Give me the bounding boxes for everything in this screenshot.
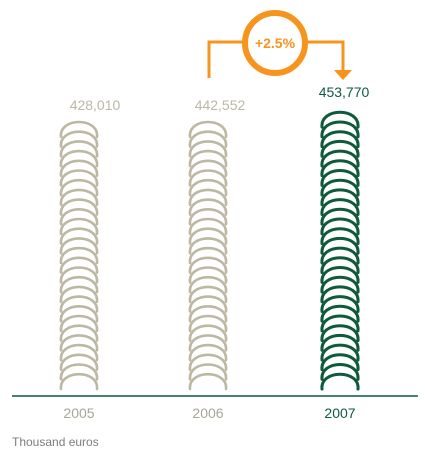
bar-coil-ring xyxy=(320,169,360,187)
bar-coil-ring xyxy=(59,305,99,323)
bar-coil-ring xyxy=(320,266,360,284)
bar-coil-ring xyxy=(59,276,99,294)
bar-coil-ring xyxy=(320,159,360,178)
bar-2007 xyxy=(320,110,360,391)
bar-2006 xyxy=(188,120,228,391)
bar-coil-ring xyxy=(188,198,228,216)
bar-coil-ring xyxy=(188,208,228,226)
bar-coil-ring xyxy=(320,304,360,323)
growth-indicator: +2.5% xyxy=(207,10,352,80)
bar-coil-ring xyxy=(188,373,228,391)
category-label-2006: 2006 xyxy=(192,405,223,421)
bar-coil-ring xyxy=(188,314,228,333)
bar-coil-ring xyxy=(188,179,228,197)
bar-coil-ring xyxy=(188,343,228,362)
bar-coil-ring xyxy=(188,217,228,236)
bar-coil-ring xyxy=(59,188,99,207)
bar-coil-ring xyxy=(188,227,228,245)
value-label-2005: 428,010 xyxy=(70,97,121,113)
bar-coil-ring xyxy=(59,140,99,158)
bar-coil-ring xyxy=(188,324,228,342)
bar-coil-ring xyxy=(59,208,99,226)
growth-arrow-icon xyxy=(334,70,352,80)
bar-coil-ring xyxy=(59,353,99,371)
bar-coil-ring xyxy=(59,285,99,304)
bar-coil-ring xyxy=(59,334,99,352)
bar-coil-ring xyxy=(188,130,228,148)
bar-coil-ring xyxy=(320,363,360,381)
bar-coil-ring xyxy=(320,227,360,246)
bar-coil-ring xyxy=(320,178,360,197)
bar-coil-ring xyxy=(320,217,360,236)
value-label-2006: 442,552 xyxy=(195,97,246,113)
bar-coil-ring xyxy=(188,169,228,187)
bar-coil-ring xyxy=(320,188,360,207)
bar-coil-ring xyxy=(188,140,228,158)
bar-coil-ring xyxy=(59,149,99,168)
bar-coil-ring xyxy=(188,334,228,352)
bar-coil-ring xyxy=(59,237,99,255)
bar-2005 xyxy=(59,120,99,391)
bar-coil-ring xyxy=(59,159,99,177)
bar-coil-ring xyxy=(320,324,360,343)
bar-coil-ring xyxy=(188,246,228,265)
bar-coil-ring xyxy=(188,256,228,274)
bar-coil-ring xyxy=(59,246,99,265)
bar-coil-ring xyxy=(320,120,360,139)
bar-coil-ring xyxy=(59,266,99,284)
bar-coil-ring xyxy=(59,363,99,381)
bar-coil-ring xyxy=(59,295,99,313)
bar-coil-ring xyxy=(320,372,360,391)
category-label-2005: 2005 xyxy=(63,405,94,421)
bar-coil-ring xyxy=(59,343,99,362)
bar-coil-ring xyxy=(320,334,360,352)
bar-coil-ring xyxy=(320,140,360,158)
value-label-2007: 453,770 xyxy=(319,84,370,100)
bar-coil-ring xyxy=(188,353,228,371)
bar-coil-ring xyxy=(59,120,99,139)
bar-coil-ring xyxy=(188,285,228,304)
bar-coil-ring xyxy=(59,227,99,245)
bar-coil-ring xyxy=(59,217,99,236)
bar-coil-ring xyxy=(59,179,99,197)
bar-coil-ring xyxy=(188,266,228,284)
bar-coil-ring xyxy=(188,276,228,294)
bar-coil-ring xyxy=(59,314,99,333)
bar-coil-ring xyxy=(320,285,360,304)
bar-coil-ring xyxy=(320,353,360,372)
bar-coil-ring xyxy=(188,188,228,207)
category-label-2007: 2007 xyxy=(324,405,355,421)
bar-coil-ring xyxy=(320,237,360,255)
bar-coil-ring xyxy=(59,169,99,187)
bar-coil-ring xyxy=(320,110,360,129)
bar-coil-ring xyxy=(320,246,360,265)
bar-coil-ring xyxy=(188,305,228,323)
bar-coil-ring xyxy=(188,120,228,139)
bar-coil-ring xyxy=(188,149,228,168)
growth-percentage: +2.5% xyxy=(255,35,296,51)
bar-coil-ring xyxy=(320,198,360,216)
bar-coil-ring xyxy=(320,295,360,313)
bar-coil-ring xyxy=(59,324,99,342)
bar-coil-ring xyxy=(188,159,228,177)
bar-coil-ring xyxy=(320,207,360,226)
bars-group xyxy=(59,110,360,391)
bar-coil-ring xyxy=(320,343,360,362)
bar-coil-ring xyxy=(320,149,360,168)
bar-coil-ring xyxy=(188,295,228,313)
bar-coil-ring xyxy=(320,130,360,149)
bar-coil-ring xyxy=(59,198,99,216)
bar-coil-ring xyxy=(320,256,360,275)
bar-coil-ring xyxy=(188,363,228,381)
bar-coil-ring xyxy=(59,130,99,148)
bar-coil-ring xyxy=(320,275,360,294)
bar-coil-ring xyxy=(320,314,360,333)
bar-coil-ring xyxy=(59,373,99,391)
bar-coil-ring xyxy=(59,256,99,274)
unit-note: Thousand euros xyxy=(12,435,99,449)
bar-coil-ring xyxy=(188,237,228,255)
growth-ring-icon xyxy=(242,10,308,76)
